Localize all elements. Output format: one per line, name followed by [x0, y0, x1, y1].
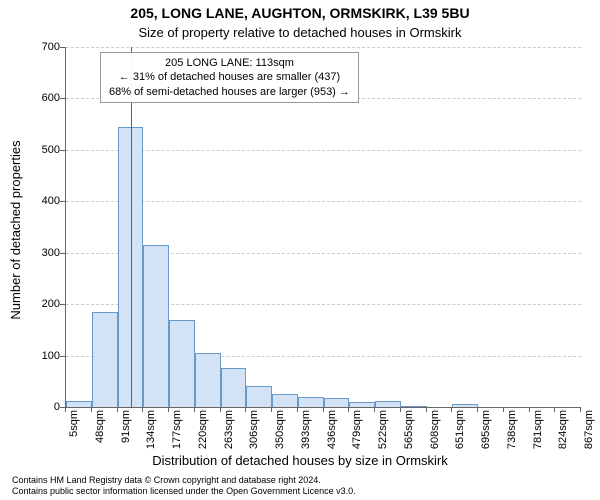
x-tick-mark — [400, 407, 401, 412]
x-tick-label: 177sqm — [171, 410, 183, 449]
gridline — [66, 201, 581, 202]
histogram-bar — [221, 368, 247, 407]
x-tick-mark — [91, 407, 92, 412]
gridline — [66, 47, 581, 48]
footer-line-2: Contains public sector information licen… — [12, 486, 356, 497]
x-axis-label: Distribution of detached houses by size … — [0, 453, 600, 468]
x-tick-mark — [477, 407, 478, 412]
annotation-line: 205 LONG LANE: 113sqm — [109, 56, 350, 70]
x-tick-label: 824sqm — [557, 410, 569, 449]
x-tick-label: 350sqm — [274, 410, 286, 449]
y-tick-mark — [60, 201, 65, 202]
x-tick-mark — [374, 407, 375, 412]
x-tick-mark — [297, 407, 298, 412]
histogram-bar — [272, 394, 298, 407]
histogram-bar — [298, 397, 324, 407]
y-tick-label: 0 — [20, 401, 60, 413]
x-tick-label: 306sqm — [248, 410, 260, 449]
annotation-line: 68% of semi-detached houses are larger (… — [109, 85, 350, 99]
histogram-bar — [92, 312, 118, 407]
x-tick-label: 48sqm — [94, 410, 106, 443]
x-tick-label: 479sqm — [351, 410, 363, 449]
histogram-bar — [66, 401, 92, 407]
histogram-bar — [195, 353, 221, 407]
x-tick-label: 608sqm — [429, 410, 441, 449]
gridline — [66, 150, 581, 151]
histogram-bar — [246, 386, 272, 407]
x-tick-label: 5sqm — [68, 410, 80, 437]
x-tick-mark — [451, 407, 452, 412]
x-tick-label: 522sqm — [377, 410, 389, 449]
x-tick-mark — [323, 407, 324, 412]
y-tick-mark — [60, 47, 65, 48]
chart-title: 205, LONG LANE, AUGHTON, ORMSKIRK, L39 5… — [0, 5, 600, 21]
y-tick-label: 400 — [20, 195, 60, 207]
y-axis-label: Number of detached properties — [8, 140, 23, 319]
x-tick-label: 781sqm — [532, 410, 544, 449]
x-tick-mark — [117, 407, 118, 412]
x-tick-mark — [348, 407, 349, 412]
y-tick-label: 600 — [20, 92, 60, 104]
x-tick-mark — [142, 407, 143, 412]
x-tick-mark — [426, 407, 427, 412]
x-tick-label: 867sqm — [583, 410, 595, 449]
histogram-bar — [324, 398, 350, 407]
footer-attribution: Contains HM Land Registry data © Crown c… — [12, 475, 356, 497]
histogram-bar — [169, 320, 195, 407]
histogram-bar — [452, 404, 478, 407]
y-tick-label: 100 — [20, 350, 60, 362]
x-tick-mark — [580, 407, 581, 412]
y-tick-label: 200 — [20, 298, 60, 310]
x-tick-label: 436sqm — [326, 410, 338, 449]
x-tick-label: 651sqm — [454, 410, 466, 449]
annotation-line: ← 31% of detached houses are smaller (43… — [109, 70, 350, 84]
y-tick-label: 700 — [20, 41, 60, 53]
x-tick-mark — [271, 407, 272, 412]
y-tick-mark — [60, 253, 65, 254]
x-tick-label: 263sqm — [223, 410, 235, 449]
y-tick-mark — [60, 150, 65, 151]
histogram-bar — [401, 406, 427, 407]
y-tick-label: 500 — [20, 144, 60, 156]
x-tick-label: 738sqm — [506, 410, 518, 449]
x-tick-label: 695sqm — [480, 410, 492, 449]
x-tick-mark — [65, 407, 66, 412]
x-tick-label: 91sqm — [120, 410, 132, 443]
x-tick-label: 220sqm — [197, 410, 209, 449]
x-tick-label: 565sqm — [403, 410, 415, 449]
histogram-bar — [143, 245, 169, 407]
x-tick-label: 393sqm — [300, 410, 312, 449]
x-tick-mark — [554, 407, 555, 412]
x-tick-mark — [168, 407, 169, 412]
annotation-box: 205 LONG LANE: 113sqm← 31% of detached h… — [100, 52, 359, 103]
x-tick-mark — [529, 407, 530, 412]
y-tick-mark — [60, 304, 65, 305]
histogram-bar — [375, 401, 401, 407]
y-tick-mark — [60, 356, 65, 357]
x-tick-mark — [194, 407, 195, 412]
x-tick-mark — [245, 407, 246, 412]
x-tick-label: 134sqm — [145, 410, 157, 449]
histogram-bar — [349, 402, 375, 407]
y-tick-mark — [60, 98, 65, 99]
footer-line-1: Contains HM Land Registry data © Crown c… — [12, 475, 356, 486]
chart-subtitle: Size of property relative to detached ho… — [0, 25, 600, 40]
x-tick-mark — [220, 407, 221, 412]
x-tick-mark — [503, 407, 504, 412]
y-tick-label: 300 — [20, 247, 60, 259]
